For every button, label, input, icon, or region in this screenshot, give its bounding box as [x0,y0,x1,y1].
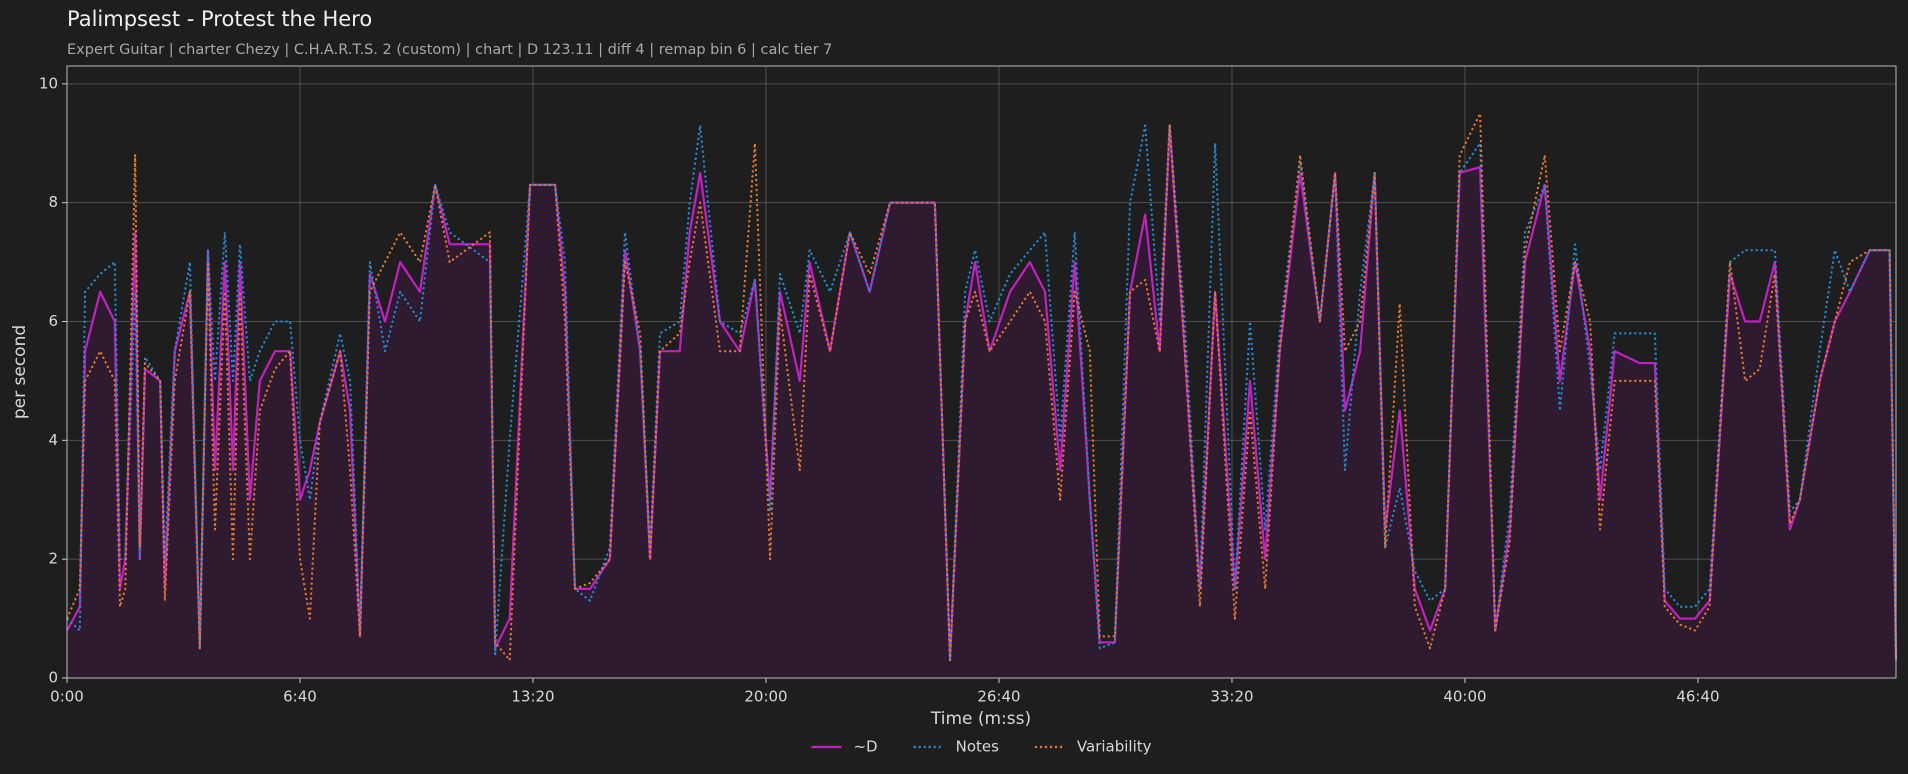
x-tick-label: 40:00 [1443,688,1486,706]
legend-label: Notes [956,738,1000,756]
x-tick-label: 26:40 [977,688,1020,706]
x-tick-label: 20:00 [744,688,787,706]
x-axis-label: Time (m:ss) [930,709,1031,729]
plot-frame [66,65,1897,679]
chart-title: Palimpsest - Protest the Hero [67,7,372,31]
legend: ~D Notes Variability [811,738,1152,756]
y-tick-label: 0 [48,669,58,687]
plot-area: 0 2 4 6 8 10 0:00 6:40 13:20 20:00 26:40 33:20 40:00… [39,65,1898,706]
series-line [66,112,1897,662]
area-fill [67,125,1896,678]
x-tick-label: 46:40 [1676,688,1719,706]
legend-label: ~D [853,738,877,756]
x-tick-label: 0:00 [50,688,84,706]
y-tick-label: 2 [48,550,58,568]
y-tick-label: 6 [48,312,58,330]
series-line [66,124,1897,662]
y-tick-label: 8 [48,193,58,211]
legend-item: Variability [1034,738,1152,756]
chart-subtitle: Expert Guitar | charter Chezy | C.H.A.R.… [67,42,832,58]
x-tick-label: 33:20 [1210,688,1253,706]
legend-item: ~D [811,738,878,756]
y-axis-label: per second [10,325,30,419]
x-tick-label: 13:20 [511,688,554,706]
y-tick-label: 10 [39,74,58,92]
y-tick-label: 4 [48,431,58,449]
legend-item: Notes [913,738,1000,756]
x-tick-label: 6:40 [283,688,317,706]
legend-label: Variability [1077,738,1152,756]
